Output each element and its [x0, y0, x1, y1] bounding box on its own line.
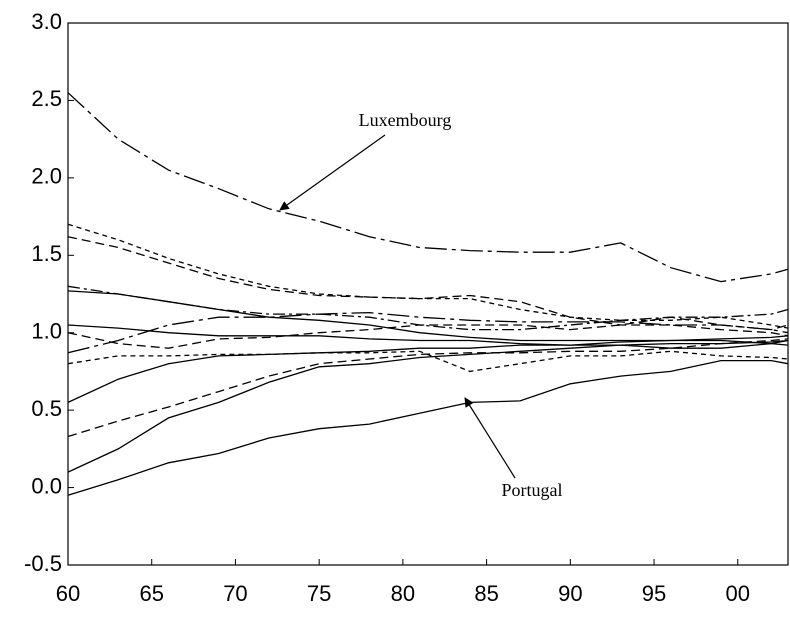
y-tick-label: 1.5	[31, 241, 62, 266]
annotation-arrow	[279, 134, 386, 211]
series-line	[67, 285, 789, 331]
x-tick-label: 00	[726, 581, 750, 606]
x-tick-label: 60	[56, 581, 80, 606]
y-tick-label: 0.0	[31, 473, 62, 498]
x-tick-label: 80	[391, 581, 415, 606]
y-tick-label: 2.5	[31, 86, 62, 111]
x-tick-label: 95	[642, 581, 666, 606]
x-tick-label: 65	[139, 581, 163, 606]
x-tick-label: 75	[307, 581, 331, 606]
x-tick-label: 70	[223, 581, 247, 606]
x-tick-label: 85	[474, 581, 498, 606]
series-line	[67, 350, 789, 373]
series-line	[67, 92, 789, 283]
y-tick-label: 0.5	[31, 396, 62, 421]
series-line	[67, 324, 789, 346]
series-line	[67, 311, 789, 354]
series-line	[67, 236, 789, 337]
y-tick-label: 3.0	[31, 9, 62, 34]
annotation: Portugal	[502, 480, 563, 500]
series-line	[67, 359, 789, 496]
plot-frame	[67, 22, 789, 566]
y-tick-label: 2.0	[31, 164, 62, 189]
series-line	[67, 223, 789, 329]
annotation: Luxembourg	[359, 110, 452, 130]
annotation-arrow	[464, 397, 516, 479]
series-line	[67, 316, 789, 349]
y-tick-label: 1.0	[31, 319, 62, 344]
y-tick-label: -0.5	[24, 551, 62, 576]
series-line	[67, 338, 789, 438]
x-tick-label: 90	[558, 581, 582, 606]
series-line	[67, 335, 789, 403]
series-line	[67, 339, 789, 473]
series-line	[67, 290, 789, 346]
